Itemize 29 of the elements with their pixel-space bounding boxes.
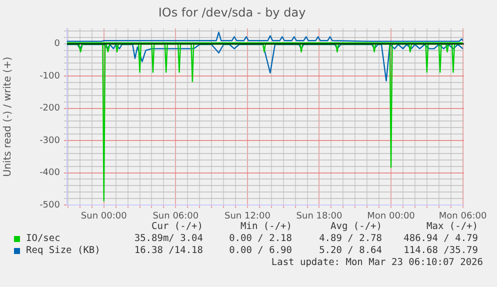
x-tick-label: Sun 18:00 xyxy=(296,212,342,222)
y-tick-label: -400 xyxy=(40,168,60,178)
y-tick-label: 0 xyxy=(54,39,60,50)
x-tick-label: Sun 12:00 xyxy=(224,212,271,222)
text: 0.00 / 6.90 xyxy=(228,245,292,256)
chart-title: IOs for /dev/sda - by day xyxy=(158,5,306,20)
text: 4.89 / 2.78 xyxy=(318,233,382,244)
text: Avg (-/+) xyxy=(330,221,382,232)
y-axis-title: Units read (-) / write (+) xyxy=(2,56,14,177)
text: Cur (-/+) xyxy=(150,221,203,232)
y-tick-label: -500 xyxy=(40,200,60,210)
y-tick-label: -300 xyxy=(40,136,60,146)
x-tick-label: Sun 06:00 xyxy=(152,212,199,222)
x-tick-label: Mon 06:00 xyxy=(438,212,487,222)
text: 5.20 / 8.64 xyxy=(318,245,382,256)
text: 35.89m/ 3.04 xyxy=(133,233,203,244)
text: Max (-/+) xyxy=(426,221,478,232)
text: Last update: Mon Mar 23 06:10:07 2026 xyxy=(271,257,483,268)
legend-label: IO/sec xyxy=(26,233,60,244)
text: 486.94 / 4.79 xyxy=(402,233,478,244)
x-tick-label: Mon 00:00 xyxy=(367,212,416,222)
x-tick-label: Sun 00:00 xyxy=(80,212,128,222)
text: 0.00 / 2.18 xyxy=(228,233,292,244)
y-tick-label: -200 xyxy=(40,104,60,114)
y-tick-label: -100 xyxy=(40,71,60,82)
text: 114.68 /35.79 xyxy=(402,245,478,256)
legend-label: Req Size (KB) xyxy=(26,245,100,256)
text: 16.38 /14.18 xyxy=(133,245,203,256)
text: Min (-/+) xyxy=(240,221,292,232)
